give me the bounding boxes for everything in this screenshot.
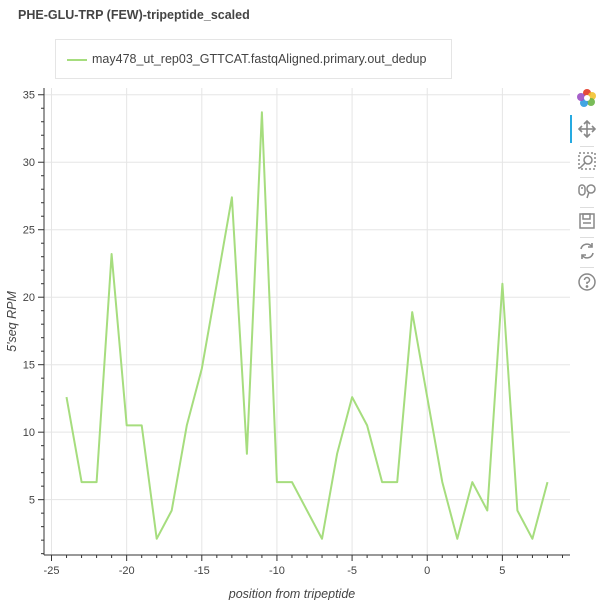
x-tick-label: -25 bbox=[44, 565, 60, 577]
toolbar-divider bbox=[580, 177, 594, 178]
y-tick-label: 25 bbox=[23, 225, 35, 237]
active-tool-indicator bbox=[570, 115, 572, 143]
toolbar-divider bbox=[580, 146, 594, 147]
x-axis-label: position from tripeptide bbox=[228, 587, 356, 600]
y-tick-label: 30 bbox=[23, 157, 35, 169]
chart-title: PHE-GLU-TRP (FEW)-tripeptide_scaled bbox=[18, 8, 250, 22]
box-zoom-icon[interactable] bbox=[576, 150, 598, 172]
x-tick-label: -5 bbox=[347, 565, 357, 577]
wheel-zoom-icon[interactable] bbox=[576, 180, 598, 202]
x-tick-label: 5 bbox=[499, 565, 505, 577]
reset-icon[interactable] bbox=[576, 240, 598, 262]
x-tick-label: -15 bbox=[194, 565, 210, 577]
toolbar-divider bbox=[580, 237, 594, 238]
y-axis-label: 5'seq RPM bbox=[5, 291, 19, 352]
toolbar-divider bbox=[580, 267, 594, 268]
series-line bbox=[65, 111, 549, 540]
toolbar bbox=[570, 84, 600, 304]
bokeh-logo-icon[interactable] bbox=[576, 87, 598, 109]
legend: may478_ut_rep03_GTTCAT.fastqAligned.prim… bbox=[55, 39, 452, 79]
save-icon[interactable] bbox=[576, 210, 598, 232]
x-tick-label: 0 bbox=[424, 565, 430, 577]
legend-swatch bbox=[67, 59, 87, 61]
plot-background bbox=[44, 88, 570, 555]
y-tick-label: 5 bbox=[29, 495, 35, 507]
x-tick-label: -20 bbox=[119, 565, 135, 577]
pan-icon[interactable] bbox=[576, 118, 598, 140]
y-tick-label: 10 bbox=[23, 427, 35, 439]
y-tick-label: 15 bbox=[23, 360, 35, 372]
x-tick-label: -10 bbox=[269, 565, 285, 577]
toolbar-divider bbox=[580, 207, 594, 208]
help-icon[interactable] bbox=[576, 271, 598, 293]
legend-label: may478_ut_rep03_GTTCAT.fastqAligned.prim… bbox=[92, 52, 427, 66]
y-tick-label: 20 bbox=[23, 292, 35, 304]
y-tick-label: 35 bbox=[23, 90, 35, 102]
